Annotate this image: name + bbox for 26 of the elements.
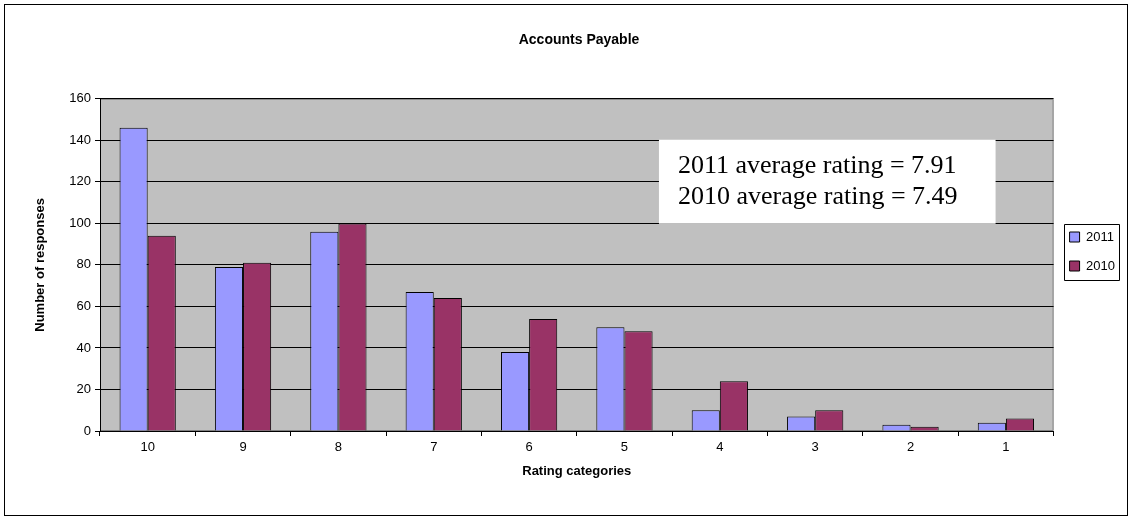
y-axis-title: Number of responses — [32, 198, 48, 332]
y-tick-label: 80 — [76, 256, 91, 272]
legend-label: 2010 — [1086, 257, 1115, 273]
x-tick-label: 1 — [1002, 439, 1010, 455]
x-tick-label: 2 — [906, 439, 915, 455]
annotation: 2010 average rating = 7.49 — [677, 180, 958, 210]
x-tick-label: 5 — [620, 439, 629, 455]
x-tick-label: 8 — [334, 439, 343, 455]
x-tick-label: 4 — [716, 439, 724, 455]
y-tick-label: 60 — [76, 298, 91, 313]
y-tick-label: 120 — [69, 173, 91, 189]
x-tick-label: 9 — [239, 439, 247, 455]
x-tick-label: 7 — [430, 439, 438, 455]
y-tick-label: 100 — [69, 214, 91, 230]
y-tick-label: 160 — [69, 90, 91, 106]
x-tick-label: 10 — [140, 439, 155, 455]
annotation: 2011 average rating = 7.91 — [677, 149, 957, 179]
x-tick-label: 3 — [811, 439, 819, 455]
legend-label: 2011 — [1086, 228, 1115, 244]
x-axis-title: Rating categories — [522, 462, 632, 478]
y-tick-label: 20 — [76, 381, 91, 397]
x-tick-label: 6 — [525, 439, 533, 455]
y-tick-label: 40 — [76, 339, 91, 355]
y-tick-label: 0 — [83, 422, 91, 438]
chart-title: Accounts Payable — [518, 31, 640, 48]
y-tick-label: 140 — [69, 131, 91, 147]
